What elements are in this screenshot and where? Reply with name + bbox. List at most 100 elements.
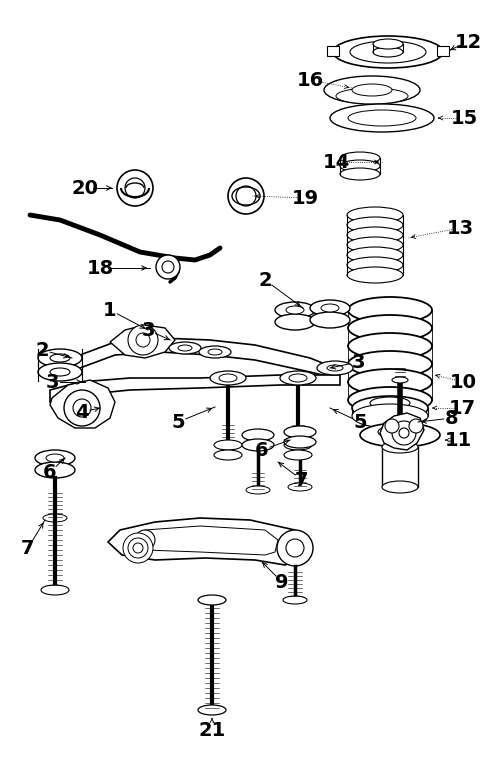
Ellipse shape <box>347 217 403 233</box>
Text: 5: 5 <box>353 412 367 432</box>
Ellipse shape <box>35 450 75 466</box>
Ellipse shape <box>336 88 408 104</box>
Ellipse shape <box>317 361 353 375</box>
Ellipse shape <box>199 346 231 358</box>
Ellipse shape <box>310 300 350 316</box>
Text: 8: 8 <box>445 408 459 428</box>
Text: 14: 14 <box>323 153 349 171</box>
Text: 3: 3 <box>351 353 365 371</box>
Circle shape <box>162 261 174 273</box>
Polygon shape <box>382 447 418 487</box>
Ellipse shape <box>333 36 443 68</box>
Ellipse shape <box>392 377 408 383</box>
Ellipse shape <box>330 104 434 132</box>
Circle shape <box>125 178 145 198</box>
Text: 3: 3 <box>141 321 155 339</box>
Ellipse shape <box>214 450 242 460</box>
Ellipse shape <box>347 247 403 263</box>
Text: 2: 2 <box>258 270 272 290</box>
Ellipse shape <box>352 404 428 428</box>
Circle shape <box>136 333 150 347</box>
Ellipse shape <box>284 440 312 450</box>
Ellipse shape <box>347 207 403 223</box>
Ellipse shape <box>35 462 75 478</box>
Polygon shape <box>380 413 424 450</box>
Circle shape <box>399 428 409 438</box>
Text: 9: 9 <box>275 573 289 591</box>
Ellipse shape <box>310 312 350 328</box>
Text: 1: 1 <box>103 301 117 319</box>
Text: 6: 6 <box>43 463 57 481</box>
Ellipse shape <box>210 371 246 385</box>
Ellipse shape <box>284 436 316 448</box>
Circle shape <box>277 530 313 566</box>
Text: 7: 7 <box>21 539 35 557</box>
Text: 12: 12 <box>454 33 482 51</box>
Circle shape <box>409 419 423 433</box>
Ellipse shape <box>219 374 237 382</box>
Ellipse shape <box>284 450 312 460</box>
Circle shape <box>128 325 158 355</box>
Text: 15: 15 <box>450 109 478 128</box>
Ellipse shape <box>348 387 432 413</box>
Text: 5: 5 <box>171 412 185 432</box>
Polygon shape <box>108 518 310 565</box>
Ellipse shape <box>373 47 403 57</box>
Text: 10: 10 <box>449 373 477 391</box>
Text: 19: 19 <box>291 188 319 208</box>
Ellipse shape <box>327 365 343 371</box>
Ellipse shape <box>289 374 307 382</box>
Ellipse shape <box>360 423 440 447</box>
Ellipse shape <box>275 314 315 330</box>
Ellipse shape <box>378 425 422 439</box>
Ellipse shape <box>280 371 316 385</box>
Text: 17: 17 <box>448 398 476 418</box>
Text: 21: 21 <box>198 721 226 739</box>
Ellipse shape <box>275 302 315 318</box>
Text: 13: 13 <box>446 219 474 237</box>
Ellipse shape <box>347 227 403 243</box>
Polygon shape <box>132 526 278 555</box>
Ellipse shape <box>340 160 380 172</box>
Circle shape <box>135 530 155 550</box>
Ellipse shape <box>178 345 192 351</box>
Ellipse shape <box>50 354 70 362</box>
Polygon shape <box>55 338 335 380</box>
Circle shape <box>128 538 148 558</box>
Ellipse shape <box>283 596 307 604</box>
Polygon shape <box>437 46 449 56</box>
Circle shape <box>117 170 153 206</box>
Ellipse shape <box>214 440 242 450</box>
Ellipse shape <box>340 152 380 164</box>
Text: 7: 7 <box>295 470 309 490</box>
Ellipse shape <box>288 483 312 491</box>
Ellipse shape <box>350 41 426 63</box>
Ellipse shape <box>321 304 339 312</box>
Ellipse shape <box>43 514 67 522</box>
Ellipse shape <box>38 363 82 381</box>
Ellipse shape <box>370 397 410 409</box>
Ellipse shape <box>41 585 69 595</box>
Circle shape <box>64 390 100 426</box>
Text: 4: 4 <box>75 402 89 422</box>
Text: 11: 11 <box>444 430 472 450</box>
Ellipse shape <box>347 257 403 273</box>
Ellipse shape <box>348 369 432 395</box>
Ellipse shape <box>284 426 316 438</box>
Text: 20: 20 <box>72 178 98 198</box>
Ellipse shape <box>324 76 420 104</box>
Ellipse shape <box>46 454 64 462</box>
Circle shape <box>385 419 399 433</box>
Polygon shape <box>50 380 115 428</box>
Polygon shape <box>50 375 340 402</box>
Circle shape <box>156 255 180 279</box>
Text: 2: 2 <box>35 340 49 360</box>
Circle shape <box>123 533 153 563</box>
Text: 6: 6 <box>255 440 269 460</box>
Ellipse shape <box>348 110 416 126</box>
Circle shape <box>73 399 91 417</box>
Ellipse shape <box>242 439 274 451</box>
Ellipse shape <box>340 168 380 180</box>
Ellipse shape <box>208 349 222 355</box>
Ellipse shape <box>348 297 432 323</box>
